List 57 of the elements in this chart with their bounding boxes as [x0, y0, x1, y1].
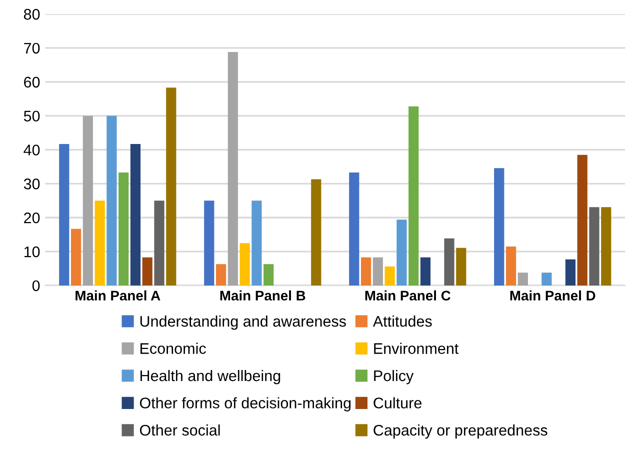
x-tick-label: Main Panel C	[365, 290, 450, 301]
legend-label: Other social	[140, 424, 220, 436]
bar	[311, 179, 322, 286]
bar	[264, 264, 274, 286]
bar	[59, 144, 70, 286]
bar	[118, 172, 129, 286]
y-tick-label: 30	[24, 178, 40, 190]
bar	[106, 116, 117, 286]
bar	[420, 257, 431, 286]
bar	[70, 228, 82, 286]
y-tick-label: 0	[32, 280, 40, 292]
bar	[565, 259, 576, 286]
bar	[142, 257, 152, 286]
y-tick-label: 80	[24, 8, 40, 20]
bar	[372, 257, 383, 286]
legend-label: Understanding and awareness	[140, 316, 346, 330]
bar	[601, 207, 612, 286]
bar	[228, 52, 238, 286]
bar	[444, 238, 454, 286]
bar	[542, 272, 552, 286]
bar	[349, 172, 360, 286]
bar	[384, 266, 395, 286]
bar	[408, 106, 419, 286]
y-tick-label: 60	[24, 76, 40, 88]
legend-label: Policy	[374, 370, 414, 384]
bar	[94, 200, 105, 286]
legend-label: Attitudes	[372, 316, 432, 327]
bar	[204, 200, 214, 286]
x-tick-label: Main Panel B	[220, 290, 306, 301]
bar	[518, 272, 528, 286]
y-tick-label: 70	[24, 42, 40, 54]
bar	[154, 200, 164, 286]
bar	[589, 207, 600, 286]
y-tick-label: 10	[24, 246, 40, 258]
y-tick-label: 50	[24, 110, 40, 122]
bar	[494, 168, 504, 286]
x-tick-label: Main Panel A	[76, 290, 160, 301]
x-tick-label: Main Panel D	[510, 290, 596, 301]
bar	[396, 220, 407, 286]
y-tick-label: 40	[24, 144, 40, 156]
bar	[82, 116, 93, 286]
bar	[252, 200, 262, 286]
legend-label: Culture	[374, 397, 422, 408]
bar	[130, 144, 141, 286]
bar	[216, 264, 226, 286]
legend-label: Other forms of decision-making	[140, 397, 351, 412]
legend-label: Capacity or preparedness	[374, 424, 548, 439]
legend-label: Health and wellbeing	[140, 370, 280, 384]
legend-label: Economic	[140, 342, 206, 354]
bar	[577, 154, 588, 286]
bar	[456, 248, 466, 286]
bar	[506, 246, 516, 286]
y-tick-label: 20	[24, 212, 40, 224]
bar	[360, 257, 372, 286]
bar	[166, 88, 176, 286]
bar	[240, 243, 250, 286]
legend-label: Environment	[374, 342, 459, 354]
